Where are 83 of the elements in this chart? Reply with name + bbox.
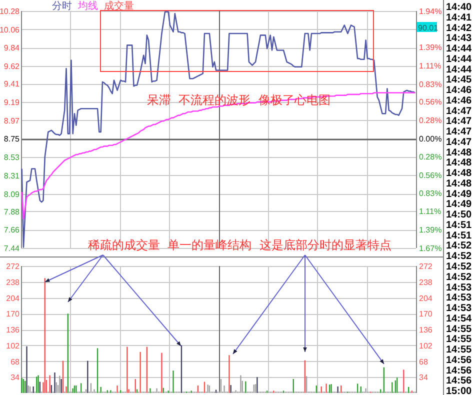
text: 14:43 bbox=[446, 33, 472, 44]
y-tick-label: 8.97 bbox=[4, 116, 20, 126]
text: 14:47 bbox=[446, 136, 472, 148]
text: 14:49 bbox=[446, 188, 472, 200]
y2-tick-label: 136 bbox=[419, 326, 433, 334]
text: 14:47 bbox=[446, 126, 472, 138]
text: 14:53 bbox=[446, 303, 472, 314]
y-tick-label: 102 bbox=[6, 341, 20, 350]
y-tick-label: 9.62 bbox=[4, 62, 20, 72]
text: 14:44 bbox=[446, 44, 472, 55]
y-tick-label: 7.44 bbox=[4, 244, 20, 253]
text: 14:49 bbox=[446, 199, 472, 210]
text: 14:55 bbox=[446, 324, 472, 335]
y2-tick-label: 1.39% bbox=[419, 43, 442, 52]
y2-tick-label: 0.83% bbox=[419, 80, 442, 89]
text: 分时 bbox=[52, 0, 72, 12]
text: 14:47 bbox=[446, 116, 472, 128]
y2-tick-label: 0.28% bbox=[419, 152, 442, 162]
text: 14:51 bbox=[446, 220, 472, 231]
y-tick-label: 8.75 bbox=[4, 134, 20, 144]
y-tick-label: 34 bbox=[10, 373, 20, 382]
text: 14:47 bbox=[446, 106, 472, 117]
text: 14:41 bbox=[446, 12, 472, 24]
y-tick-label: 8.31 bbox=[4, 171, 20, 180]
text: 14:53 bbox=[446, 282, 472, 294]
text: 14:46 bbox=[446, 85, 472, 96]
y-tick-label: 68 bbox=[10, 357, 20, 366]
y-tick-label: 7.66 bbox=[4, 226, 20, 235]
text: 14:45 bbox=[446, 74, 472, 86]
y-tick-label: 9.41 bbox=[4, 80, 20, 89]
y-tick-label: 10.06 bbox=[0, 25, 20, 34]
y-tick-label: 10.28 bbox=[0, 7, 20, 16]
y2-tick-label: 1.94% bbox=[419, 7, 442, 16]
y-tick-label: 238 bbox=[6, 278, 20, 287]
text: 14:50 bbox=[446, 210, 472, 221]
text: 14:44 bbox=[446, 54, 472, 65]
text: 14:51 bbox=[446, 230, 472, 242]
y-tick-label: 9.84 bbox=[4, 44, 20, 53]
y-tick-label: 8.53 bbox=[4, 153, 20, 162]
text: 14:42 bbox=[446, 22, 472, 34]
text: 14:52 bbox=[446, 262, 472, 272]
text: 14:56 bbox=[446, 365, 472, 376]
y-tick-label: 9.19 bbox=[4, 98, 20, 107]
text: 14:56 bbox=[446, 354, 472, 366]
text: 15:00 bbox=[446, 386, 472, 395]
text: 14:48 bbox=[446, 178, 472, 190]
y2-tick-label: 1.11% bbox=[419, 207, 442, 216]
text: 14:52 bbox=[446, 272, 472, 283]
text: 14:52 bbox=[446, 251, 472, 262]
y2-tick-label: 0.00% bbox=[419, 134, 442, 144]
text: 14:54 bbox=[446, 313, 472, 324]
y2-tick-label: 272 bbox=[419, 262, 433, 271]
y-tick-label: 136 bbox=[6, 326, 20, 334]
text: 14:48 bbox=[446, 158, 472, 169]
text: 14:56 bbox=[446, 376, 472, 387]
y2-tick-label: 238 bbox=[419, 278, 433, 287]
text: 14:55 bbox=[446, 334, 472, 346]
y2-tick-label: 34 bbox=[419, 373, 428, 382]
y2-tick-label: 0.56% bbox=[419, 98, 442, 107]
y2-tick-label: 1.67% bbox=[419, 244, 442, 253]
y-tick-label: 8.09 bbox=[4, 190, 20, 199]
y-tick-label: 7.88 bbox=[4, 207, 20, 216]
text: 14:48 bbox=[446, 168, 472, 180]
text: 14:48 bbox=[446, 147, 472, 158]
y-tick-label: 170 bbox=[6, 310, 20, 319]
y2-tick-label: 102 bbox=[419, 341, 433, 350]
y-tick-label: 204 bbox=[6, 294, 20, 303]
y2-tick-label: 1.39% bbox=[419, 226, 442, 235]
y2-tick-label: 204 bbox=[419, 294, 433, 303]
y2-tick-label: 0.28% bbox=[419, 116, 442, 125]
y2-tick-label: 170 bbox=[419, 310, 433, 319]
text: 14:53 bbox=[446, 292, 472, 304]
y-tick-label: 272 bbox=[6, 262, 20, 271]
text: 14:52 bbox=[446, 240, 472, 252]
y2-tick-label: 1.11% bbox=[419, 61, 442, 70]
text: 14:40 bbox=[446, 2, 472, 13]
text: 14:55 bbox=[446, 344, 472, 356]
y2-tick-label: 0.56% bbox=[419, 171, 442, 180]
text: 均线 bbox=[77, 0, 98, 12]
text: 14:46 bbox=[446, 95, 472, 106]
text: 14:44 bbox=[446, 64, 472, 76]
y2-tick-label: 68 bbox=[419, 357, 428, 366]
y2-tick-label: 0.83% bbox=[419, 188, 442, 198]
